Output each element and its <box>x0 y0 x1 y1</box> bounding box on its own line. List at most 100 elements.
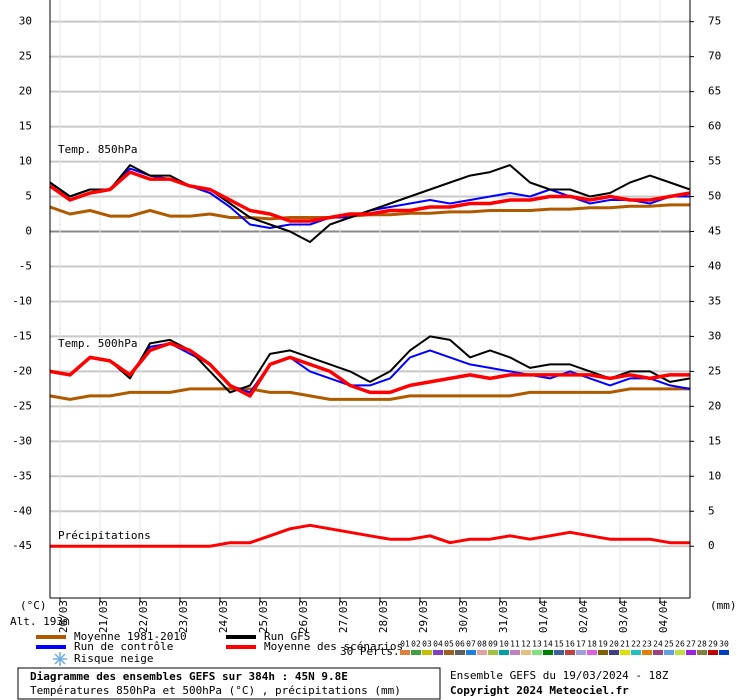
legend-label: Moyenne 1981-2010 <box>74 630 187 643</box>
annotation: Temp. 850hPa <box>58 143 137 156</box>
perturbation-swatch <box>664 650 674 655</box>
y-tick-label: -20 <box>12 364 32 377</box>
perturbation-swatch <box>477 650 487 655</box>
perturbation-swatch <box>620 650 630 655</box>
perturbation-swatch <box>686 650 696 655</box>
perturbation-label: 24 <box>653 640 663 649</box>
series-line <box>48 170 691 223</box>
perturbation-swatch <box>675 650 685 655</box>
perturbation-label: 17 <box>576 640 586 649</box>
perturbation-label: 26 <box>675 640 685 649</box>
y2-tick-label: 75 <box>708 15 721 28</box>
x-tick-label: 30/03 <box>457 600 470 633</box>
perturbation-swatch <box>532 650 542 655</box>
y2-tick-label: 65 <box>708 85 721 98</box>
perturbation-swatch <box>499 650 509 655</box>
x-tick-label: 22/03 <box>137 600 150 633</box>
y-tick-label: 10 <box>19 155 32 168</box>
perturbation-label: 07 <box>466 640 476 649</box>
x-tick-label: 02/04 <box>577 600 590 633</box>
y2-tick-label: 55 <box>708 155 721 168</box>
x-tick-label: 26/03 <box>297 600 310 633</box>
annotation: Précipitations <box>58 529 151 542</box>
y2-label: (mm) <box>710 599 737 612</box>
altitude: Alt. 193m <box>10 615 70 628</box>
grid <box>50 0 690 598</box>
x-tick-label: 27/03 <box>337 600 350 633</box>
plot-area <box>50 0 690 598</box>
perturbation-swatch <box>554 650 564 655</box>
footer-run: Ensemble GEFS du 19/03/2024 - 18Z <box>450 669 669 682</box>
perturbation-swatch <box>433 650 443 655</box>
snow-icon <box>53 652 67 666</box>
perturbation-swatch <box>565 650 575 655</box>
perturbation-label: 05 <box>444 640 454 649</box>
snow-label: Risque neige <box>74 652 153 665</box>
footer-box <box>17 667 441 700</box>
perturbation-label: 10 <box>499 640 509 649</box>
perturbation-label: 12 <box>521 640 531 649</box>
perturbation-swatch <box>521 650 531 655</box>
perturbation-label: 06 <box>455 640 465 649</box>
perturbation-label: 29 <box>708 640 718 649</box>
perturbation-swatch <box>631 650 641 655</box>
y-tick-label: -40 <box>12 504 32 517</box>
perturbation-label: 02 <box>411 640 421 649</box>
y-tick-label: -5 <box>19 259 32 272</box>
perturbations-label: 30 Perts. <box>340 645 400 658</box>
perturbation-label: 09 <box>488 640 498 649</box>
perturbation-swatch <box>653 650 663 655</box>
y2-tick-label: 40 <box>708 259 721 272</box>
y2-tick-label: 60 <box>708 120 721 133</box>
y2-tick-label: 70 <box>708 50 721 63</box>
perturbation-label: 04 <box>433 640 443 649</box>
series-line <box>49 341 690 398</box>
y-tick-label: 5 <box>25 190 32 203</box>
y-tick-label: -10 <box>12 294 32 307</box>
series-line <box>49 387 690 401</box>
footer-copyright: Copyright 2024 Meteociel.fr <box>450 684 629 697</box>
perturbation-label: 22 <box>631 640 641 649</box>
y-tick-label: -45 <box>12 539 32 552</box>
y-tick-label: 25 <box>19 50 32 63</box>
annotation: Temp. 500hPa <box>58 337 137 350</box>
y2-tick-label: 35 <box>708 294 721 307</box>
perturbation-label: 16 <box>565 640 575 649</box>
lines <box>48 164 691 548</box>
perturbation-label: 27 <box>686 640 696 649</box>
perturbation-label: 11 <box>510 640 520 649</box>
perturbation-label: 01 <box>400 640 410 649</box>
perturbation-swatch <box>708 650 718 655</box>
series-line <box>49 335 691 394</box>
perturbation-swatch <box>576 650 586 655</box>
perturbation-swatch <box>455 650 465 655</box>
legend-label: Run GFS <box>264 630 310 643</box>
perturbation-swatch <box>609 650 619 655</box>
x-tick-label: 25/03 <box>257 600 270 633</box>
x-tick-label: 03/04 <box>617 600 630 633</box>
x-tick-label: 23/03 <box>177 600 190 633</box>
perturbation-swatch <box>444 650 454 655</box>
footer-title: Diagramme des ensembles GEFS sur 384h : … <box>30 670 348 683</box>
y-tick-label: -30 <box>12 434 32 447</box>
series-line <box>49 164 691 243</box>
perturbation-swatch <box>642 650 652 655</box>
perturbation-label: 30 <box>719 640 729 649</box>
perturbation-label: 21 <box>620 640 630 649</box>
y2-tick-label: 20 <box>708 399 721 412</box>
perturbation-swatch <box>697 650 707 655</box>
legend-label: Moyenne des scénarios <box>264 640 403 653</box>
perturbation-swatch <box>411 650 421 655</box>
y-tick-label: -25 <box>12 399 32 412</box>
x-tick-label: 04/04 <box>657 600 670 633</box>
y2-tick-label: 15 <box>708 434 721 447</box>
perturbation-swatch <box>400 650 410 655</box>
x-tick-label: 20/03 <box>57 600 70 633</box>
perturbation-swatch <box>422 650 432 655</box>
x-tick-label: 28/03 <box>377 600 390 633</box>
x-tick-label: 29/03 <box>417 600 430 633</box>
x-tick-label: 31/03 <box>497 600 510 633</box>
perturbation-label: 14 <box>543 640 553 649</box>
x-tick-label: 01/04 <box>537 600 550 633</box>
